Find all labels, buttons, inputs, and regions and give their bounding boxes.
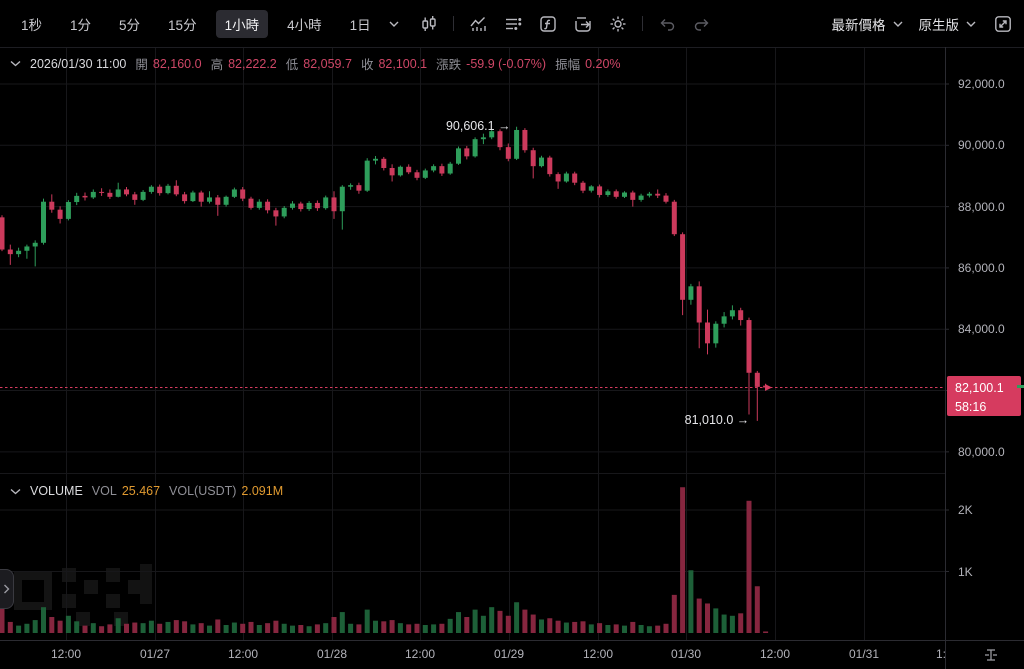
toolbar: 1秒 1分 5分 15分 1小時 4小時 1日 (0, 0, 1024, 47)
price-axis-label: 92,000.0 (958, 77, 1005, 91)
time-axis-label: 01/31 (848, 647, 880, 661)
volume-legend: VOLUME VOL 25.467 VOL(USDT) 2.091M (10, 484, 283, 498)
fullscreen-expand-icon[interactable] (992, 13, 1014, 35)
settings-gear-icon[interactable] (607, 13, 629, 35)
chevron-down-icon (966, 21, 976, 27)
toolbar-icons (418, 13, 713, 35)
close-value: 82,100.1 (378, 56, 428, 71)
low-price-annotation: 81,010.0 → (684, 412, 750, 427)
time-axis[interactable]: 12:00 01/27 12:00 01/28 12:00 01/29 12:00 01/30… (0, 645, 945, 669)
compare-icon[interactable] (572, 13, 594, 35)
time-axis-label: 01/28 (316, 647, 348, 661)
low-label: 低 (285, 58, 299, 72)
timeframe-button-5[interactable]: 1小時 (215, 9, 269, 38)
ohlc-legend: 2026/01/30 11:00 開 82,160.0 高 82,222.2 低… (10, 54, 621, 73)
timeframe-button-7[interactable]: 1日 (349, 17, 371, 33)
chart-style-candles-icon[interactable] (418, 13, 440, 35)
timeframe-button-6[interactable]: 4小時 (287, 17, 322, 33)
toolbar-divider (641, 16, 643, 31)
price-axis-label: 90,000.0 (958, 138, 1005, 153)
amplitude-label: 振幅 (555, 58, 581, 72)
price-axis[interactable]: 92,000.0 90,000.0 88,000.0 86,000.0 84,000.0… (946, 0, 1024, 640)
redo-icon[interactable] (691, 13, 713, 35)
time-axis-label: 01/30 (670, 647, 702, 661)
price-axis-label: 80,000.0 (958, 444, 1005, 459)
timeframe-button-3[interactable]: 5分 (119, 17, 141, 33)
change-label: 漲跌 (436, 58, 462, 72)
volume-axis-label: 1K (958, 564, 973, 579)
vol-usdt-value: 2.091M (241, 484, 284, 498)
time-axis-label: 01/29 (493, 647, 525, 661)
time-axis-label: 12:00 (759, 647, 791, 661)
toolbar-divider (452, 16, 454, 31)
time-axis-label: 01/27 (139, 647, 171, 661)
timeframe-button-2[interactable]: 1分 (70, 17, 92, 33)
time-axis-settings-icon[interactable] (976, 645, 1006, 665)
time-axis-label: 12:00 (404, 647, 436, 661)
price-axis-label: 86,000.0 (958, 260, 1005, 275)
current-price-value: 82,100.1 (955, 381, 1004, 396)
candle-countdown: 58:16 (955, 399, 987, 414)
volume-collapse-chevron-icon[interactable] (10, 488, 21, 495)
open-label: 開 (135, 58, 148, 72)
chevron-down-icon (893, 21, 902, 27)
timeframe-button-4[interactable]: 15分 (168, 17, 197, 33)
volume-axis-label: 2K (958, 503, 973, 517)
legend-collapse-chevron-icon[interactable] (10, 60, 21, 67)
vol-label: VOL (91, 484, 117, 498)
version-label: 原生版 (918, 17, 960, 33)
time-axis-label: 12:00 (227, 647, 259, 661)
version-dropdown[interactable]: 原生版 (919, 14, 977, 34)
time-axis-label: 1: (935, 647, 945, 661)
high-value: 82,222.2 (228, 56, 277, 71)
vol-usdt-label: VOL(USDT) (169, 484, 237, 498)
vol-value: 25.467 (121, 484, 161, 498)
low-value: 82,059.7 (303, 56, 352, 71)
volume-axis: 2K 1K (946, 0, 1024, 640)
indicator-list-icon[interactable] (502, 13, 524, 35)
open-value: 82,160.0 (152, 56, 202, 71)
amplitude-value: 0.20% (585, 56, 621, 71)
timeframe-more-chevron-down-icon[interactable] (386, 13, 402, 35)
close-label: 收 (360, 58, 374, 72)
timeframe-group: 1秒 1分 5分 15分 1小時 4小時 1日 (12, 9, 380, 38)
panel-expand-handle[interactable] (0, 569, 14, 609)
timeframe-button-1[interactable]: 1秒 (21, 17, 43, 33)
formula-icon[interactable] (537, 13, 559, 35)
price-axis-label: 84,000.0 (958, 322, 1005, 337)
price-axis-label: 88,000.0 (958, 199, 1005, 214)
high-price-annotation: 90,606.1 → (445, 118, 511, 133)
volume-title: VOLUME (30, 484, 83, 498)
latest-price-dropdown[interactable]: 最新價格 (832, 14, 903, 34)
change-value: -59.9 (-0.07%) (466, 56, 547, 71)
time-axis-label: 12:00 (582, 647, 614, 661)
indicators-icon[interactable] (467, 13, 489, 35)
chevron-right-icon (4, 584, 10, 594)
secondary-price-marker (1017, 384, 1024, 388)
current-price-badge: 82,100.1 58:16 (947, 376, 1021, 417)
latest-price-label: 最新價格 (831, 17, 886, 33)
undo-icon[interactable] (656, 13, 678, 35)
high-label: 高 (210, 58, 224, 72)
candle-datetime: 2026/01/30 11:00 (30, 56, 127, 71)
time-axis-label: 12:00 (50, 647, 82, 661)
toolbar-right: 最新價格 原生版 (832, 13, 1015, 35)
